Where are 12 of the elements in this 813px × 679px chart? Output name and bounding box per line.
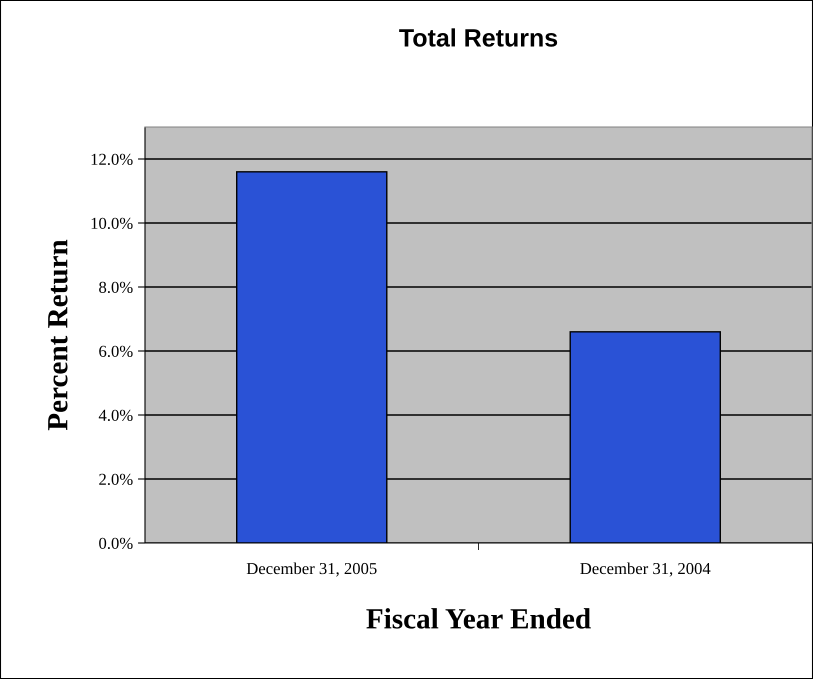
y-tick-label: 6.0% — [99, 346, 133, 358]
y-tick-label: 4.0% — [98, 410, 133, 422]
y-tick-label: 8.0% — [99, 282, 133, 294]
x-axis-title: Fiscal Year Ended — [366, 608, 591, 629]
y-tick-label: 2.0% — [99, 474, 133, 486]
y-tick-label: 0.0% — [99, 538, 133, 550]
y-tick-label: 12.0% — [92, 154, 133, 166]
y-tick-label: 10.0% — [92, 218, 133, 230]
chart-title: Total Returns — [399, 28, 558, 47]
x-tick-label: December 31, 2005 — [246, 562, 377, 577]
y-axis-title: Percent Return — [48, 240, 68, 430]
x-tick-label: December 31, 2004 — [580, 562, 710, 577]
